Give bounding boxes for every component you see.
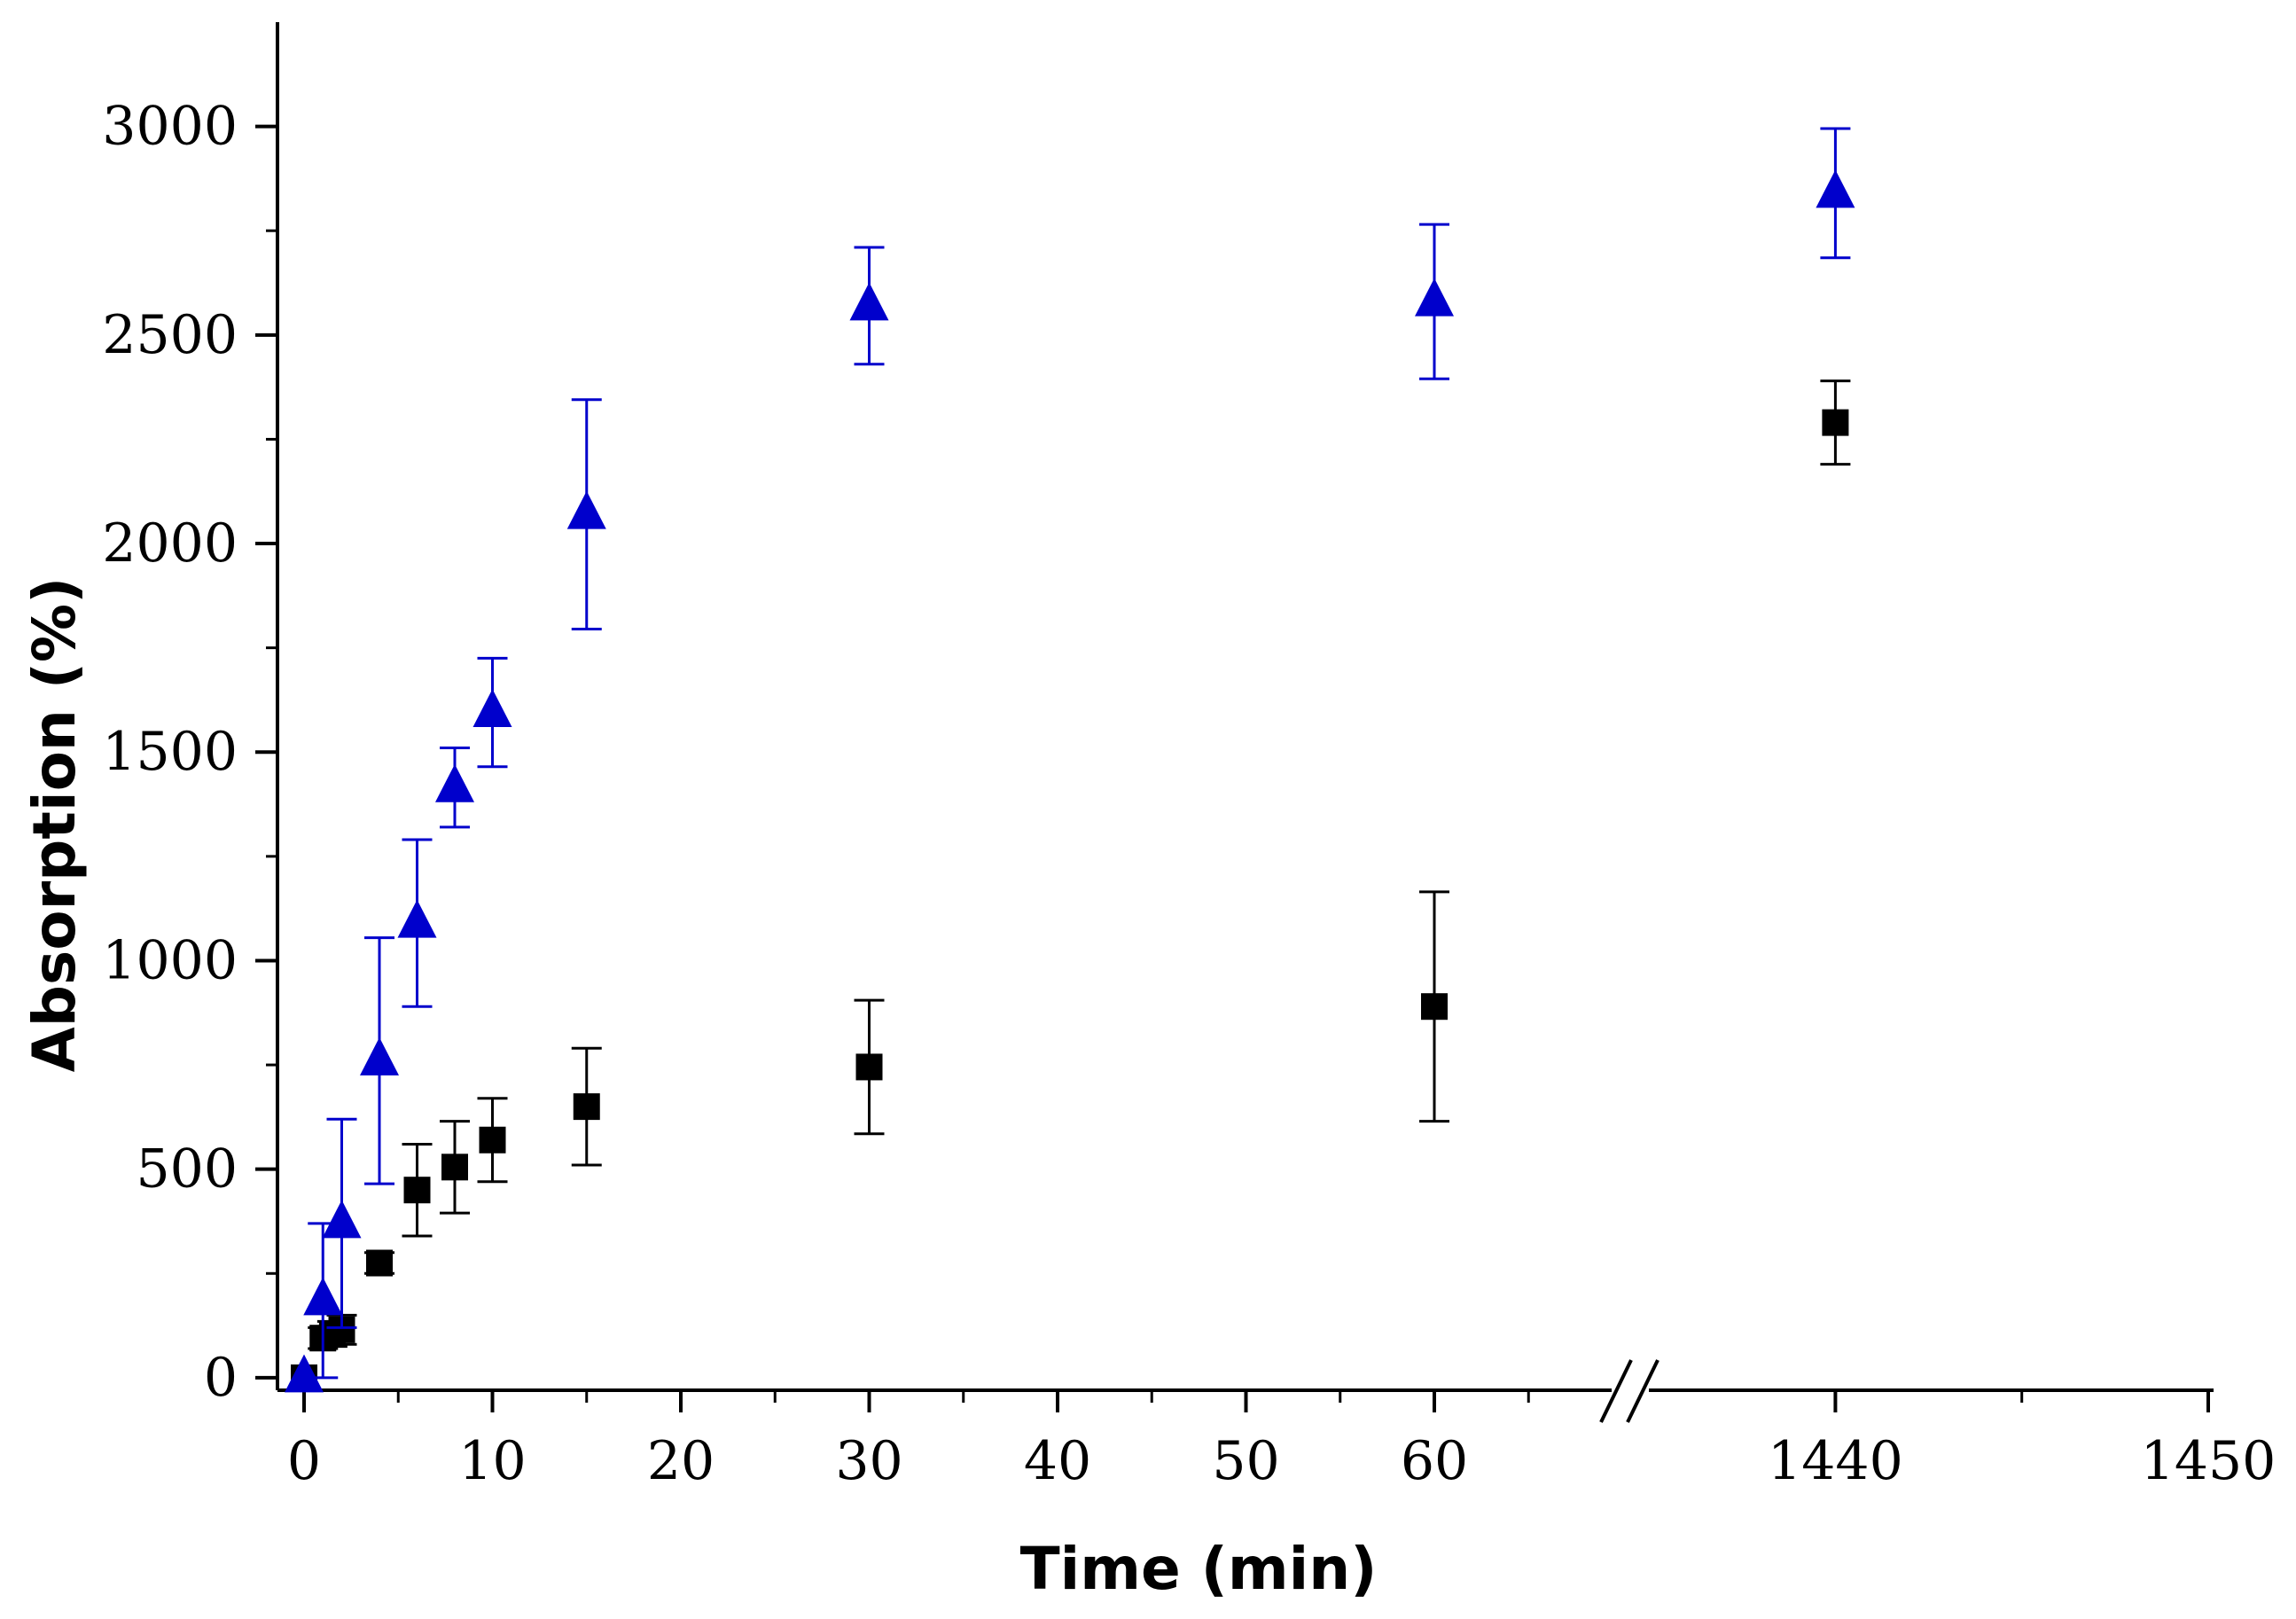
data-point-square xyxy=(1421,993,1448,1021)
series-layer xyxy=(285,127,1855,1393)
axis-break-icon xyxy=(1599,1359,1660,1423)
x-tick-label: 30 xyxy=(835,1430,902,1492)
y-tick-label: 0 xyxy=(204,1347,238,1409)
x-tick-label: 60 xyxy=(1401,1430,1468,1492)
data-point-triangle xyxy=(1415,278,1454,317)
x-tick-label: 40 xyxy=(1024,1430,1091,1492)
data-point-triangle xyxy=(849,282,889,321)
y-axis-title: Absorption (%) xyxy=(20,577,89,1073)
x-tick-label: 1450 xyxy=(2141,1430,2276,1492)
data-point-triangle xyxy=(435,763,474,802)
data-point-square xyxy=(855,1053,883,1081)
y-tick-label: 1500 xyxy=(102,721,238,783)
x-axis-title: Time (min) xyxy=(1020,1535,1378,1603)
series-square xyxy=(291,379,1851,1391)
data-point-triangle xyxy=(472,689,512,728)
axes xyxy=(276,22,2214,1423)
y-tick-label: 3000 xyxy=(102,96,238,158)
y-tick-label: 500 xyxy=(136,1138,238,1201)
data-point-triangle xyxy=(303,1277,343,1316)
y-tick-label: 2500 xyxy=(102,304,238,366)
data-point-square xyxy=(441,1154,468,1181)
y-ticks: 0 500 1000 1500 2000 2500 3000 xyxy=(102,96,277,1409)
data-point-square xyxy=(1822,409,1849,436)
data-point-triangle xyxy=(397,899,437,938)
x-tick-label: 50 xyxy=(1212,1430,1279,1492)
y-tick-label: 1000 xyxy=(102,929,238,991)
data-point-triangle xyxy=(1816,169,1855,208)
x-tick-label: 10 xyxy=(458,1430,526,1492)
y-tick-label: 2000 xyxy=(102,512,238,575)
series-triangle xyxy=(285,127,1855,1393)
data-point-square xyxy=(573,1093,600,1121)
data-point-triangle xyxy=(360,1036,399,1075)
data-point-triangle xyxy=(285,1354,324,1393)
x-tick-label: 1440 xyxy=(1768,1430,1903,1492)
x-tick-label: 20 xyxy=(647,1430,715,1492)
data-point-triangle xyxy=(566,490,606,529)
x-ticks: 0 10 20 30 40 50 60 1440 1450 xyxy=(287,1390,2276,1492)
data-point-square xyxy=(366,1249,393,1277)
data-point-square xyxy=(479,1126,506,1154)
x-tick-label: 0 xyxy=(287,1430,321,1492)
data-point-square xyxy=(403,1177,431,1204)
data-point-triangle xyxy=(322,1200,362,1239)
